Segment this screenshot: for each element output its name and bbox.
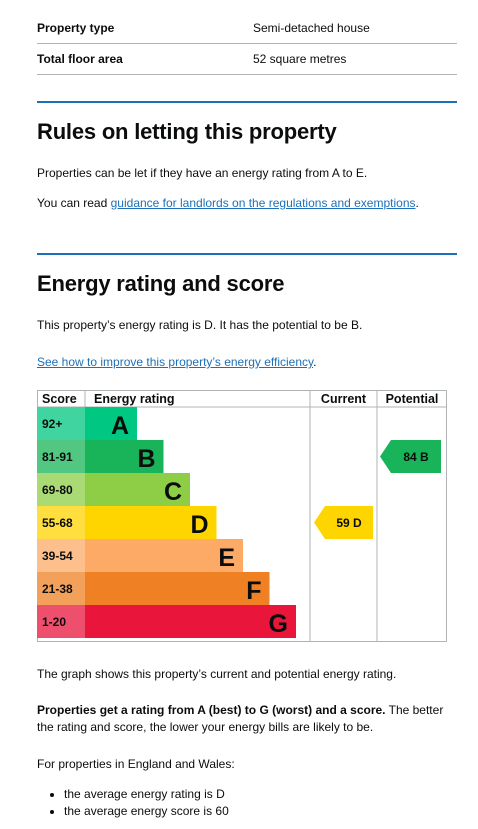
text-suffix: . — [313, 355, 317, 369]
band-letter: B — [137, 445, 155, 473]
band-score: 39-54 — [42, 549, 73, 563]
list-item: the average energy score is 60 — [64, 803, 229, 820]
potential-header: Potential — [386, 392, 439, 406]
summary-value: Semi-detached house — [253, 21, 370, 35]
averages-intro: For properties in England and Wales: — [37, 757, 235, 771]
band-score: 21-38 — [42, 582, 73, 596]
band-c-bar — [37, 473, 190, 506]
summary-value: 52 square metres — [253, 52, 347, 66]
band-g-bar — [37, 605, 296, 638]
text-suffix: . — [415, 196, 419, 210]
section-divider — [37, 253, 457, 255]
potential-rating-arrow — [380, 440, 441, 473]
energy-rating-chart: Score Energy rating Current Potential 92+ A 8… — [37, 390, 447, 642]
chart-arrows: 59 D 84 B — [314, 440, 441, 539]
band-score-cell — [37, 473, 85, 506]
rules-heading: Rules on letting this property — [37, 119, 337, 144]
band-letter: A — [111, 412, 129, 440]
summary-label: Total floor area — [37, 52, 123, 66]
rating-explanation: Properties get a rating from A (best) to… — [37, 702, 457, 736]
rules-paragraph: Properties can be let if they have an en… — [37, 166, 368, 180]
band-letter: C — [164, 478, 182, 506]
improve-efficiency-link[interactable]: See how to improve this property’s energ… — [37, 355, 314, 369]
band-score-cell — [37, 506, 85, 539]
band-score-cell — [37, 605, 85, 638]
summary-label: Property type — [37, 21, 115, 35]
current-rating-arrow — [314, 506, 373, 539]
band-score-cell — [37, 572, 85, 605]
text-prefix: You can read — [37, 196, 111, 210]
current-header: Current — [321, 392, 367, 406]
energy-heading: Energy rating and score — [37, 271, 285, 296]
band-letter: F — [246, 577, 261, 605]
band-score: 81-91 — [42, 450, 73, 464]
score-header: Score — [42, 392, 77, 406]
band-score: 55-68 — [42, 516, 73, 530]
potential-rating-label: 84 B — [403, 450, 429, 464]
band-letter: E — [218, 544, 235, 572]
band-f-bar — [37, 572, 270, 605]
band-a-bar — [37, 407, 137, 440]
landlord-guidance-link[interactable]: guidance for landlords on the regulation… — [110, 196, 416, 210]
rating-explanation-lead: Properties get a rating from A (best) to… — [37, 703, 386, 717]
improve-paragraph: See how to improve this property’s energ… — [37, 354, 457, 371]
graph-note: The graph shows this property’s current … — [37, 667, 397, 681]
energy-intro: This property’s energy rating is D. It h… — [37, 318, 363, 332]
rating-explanation-rest: The better the rating and score, the low… — [37, 703, 444, 734]
band-score: 69-80 — [42, 483, 73, 497]
band-e-bar — [37, 539, 243, 572]
band-d-bar — [37, 506, 217, 539]
rules-guidance-paragraph: You can read guidance for landlords on t… — [37, 195, 457, 212]
band-score-cell — [37, 440, 85, 473]
section-divider — [37, 101, 457, 103]
band-b-bar — [37, 440, 164, 473]
summary-row-property-type: Property type Semi-detached house — [37, 12, 457, 44]
chart-headers: Score Energy rating Current Potential — [42, 392, 438, 406]
band-letter: G — [269, 610, 288, 638]
band-score: 1-20 — [42, 615, 66, 629]
summary-row-floor-area: Total floor area 52 square metres — [37, 43, 457, 75]
band-score: 92+ — [42, 417, 62, 431]
band-score-cell — [37, 407, 85, 440]
list-item: the average energy rating is D — [64, 786, 229, 803]
rating-header: Energy rating — [94, 392, 175, 406]
chart-bands: 92+ A 81-91 B 69-80 C 55-68 D 39-54 E 21-38 F 1-20 G — [37, 407, 296, 638]
band-score-cell — [37, 539, 85, 572]
band-letter: D — [190, 511, 208, 539]
current-rating-label: 59 D — [336, 516, 362, 530]
averages-list: the average energy rating is D the avera… — [37, 786, 229, 820]
